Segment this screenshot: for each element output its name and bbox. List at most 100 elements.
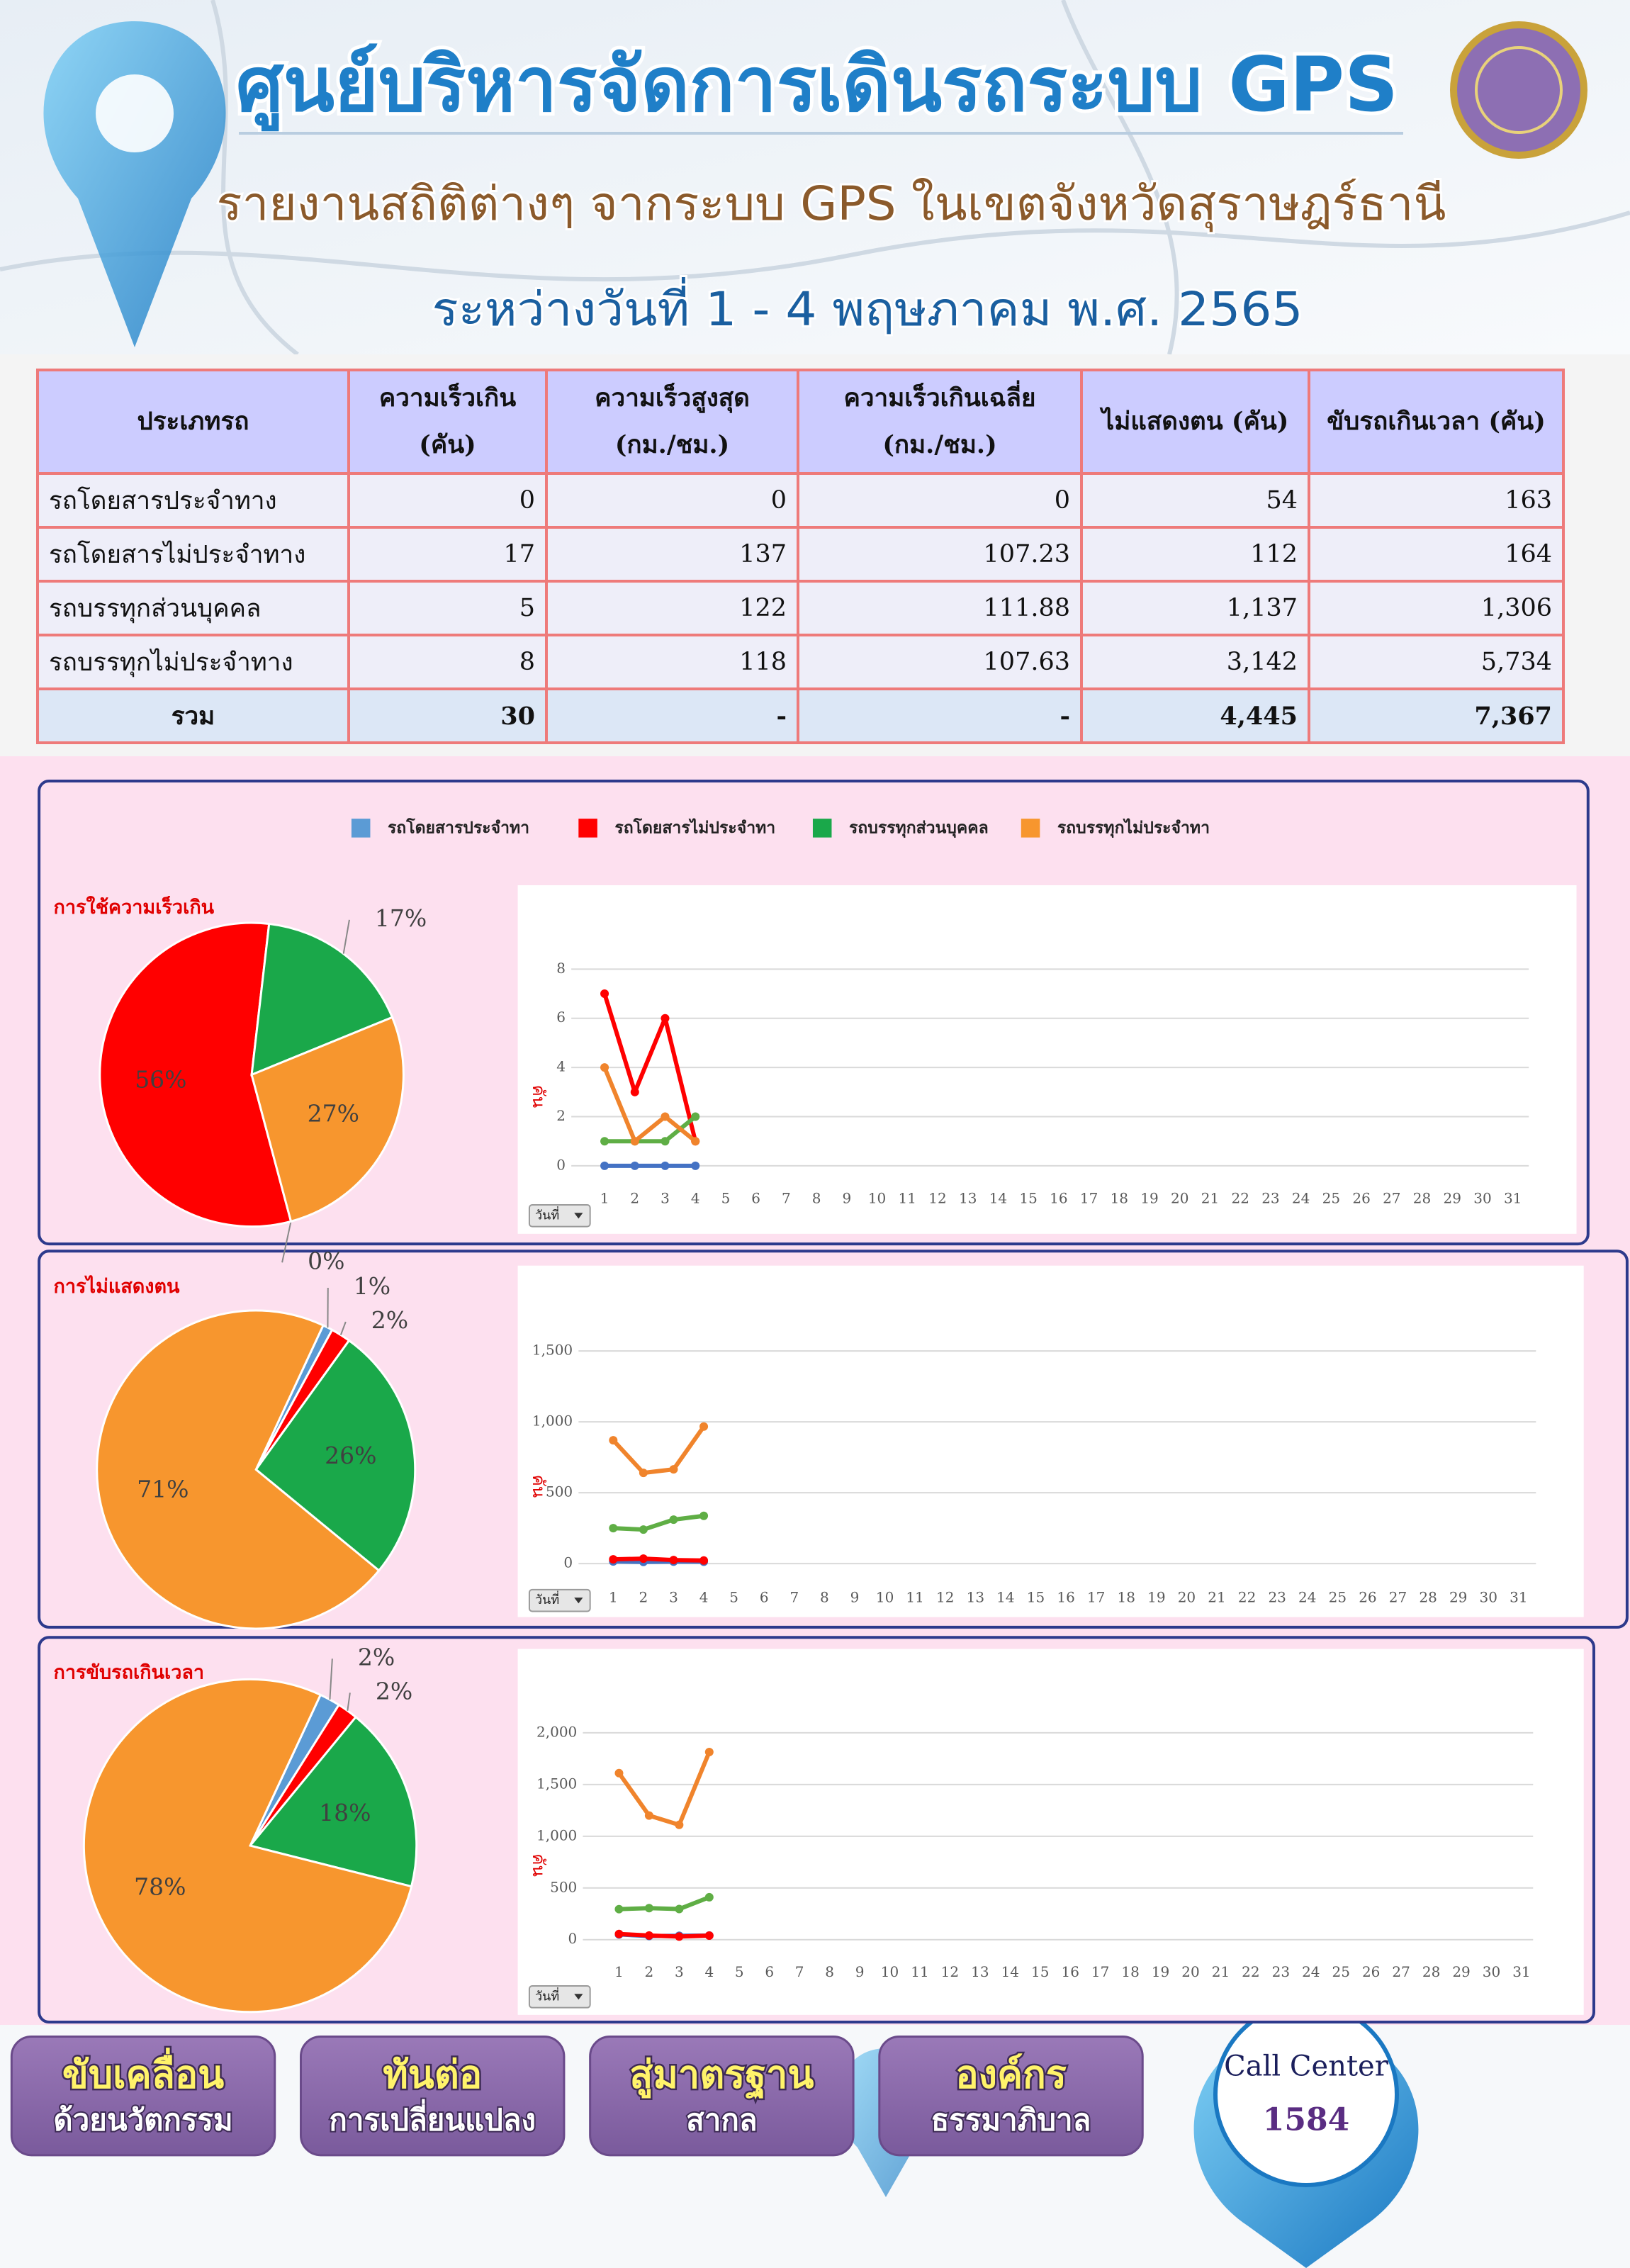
column-header: ประเภทรถ <box>36 369 350 475</box>
series-point <box>691 1161 700 1170</box>
x-tick-label: 2 <box>639 1589 648 1606</box>
total-label: รวม <box>36 687 350 744</box>
x-tick-label: 14 <box>989 1189 1007 1206</box>
badge-line-2: ธรรมาภิบาล <box>931 2102 1091 2137</box>
total-cell: 7,367 <box>1308 687 1565 744</box>
legend-label: รถบรรทุกส่วนบุคคล <box>849 818 989 838</box>
x-tick-label: 10 <box>876 1589 894 1606</box>
x-filter-button[interactable]: วันที่ <box>528 1204 591 1228</box>
y-tick-label: 2,000 <box>536 1723 577 1740</box>
table-cell: 0 <box>797 472 1083 529</box>
legend-label: รถบรรทุกไม่ประจำทา <box>1057 817 1210 838</box>
x-tick-label: 31 <box>1510 1589 1527 1606</box>
table-cell: 137 <box>545 526 799 583</box>
x-tick-label: 20 <box>1181 1963 1199 1980</box>
total-cell: 30 <box>347 687 548 744</box>
badge-line-1: องค์กร <box>955 2052 1067 2096</box>
row-label: รถโดยสารประจำทาง <box>36 472 350 529</box>
x-tick-label: 26 <box>1359 1589 1376 1606</box>
call-center-number: 1584 <box>1263 2101 1349 2138</box>
series-point <box>699 1422 709 1431</box>
table-cell: 118 <box>545 634 799 690</box>
x-tick-label: 26 <box>1362 1963 1380 1980</box>
series-point <box>669 1556 678 1565</box>
x-tick-label: 20 <box>1178 1589 1196 1606</box>
series-point <box>669 1465 678 1474</box>
x-tick-label: 9 <box>855 1963 865 1980</box>
pie-title: การใช้ความเร็วเกิน <box>54 894 215 919</box>
x-filter-button[interactable]: วันที่ <box>528 1985 591 2009</box>
series-point <box>691 1137 700 1146</box>
row-label: รถบรรทุกส่วนบุคคล <box>36 580 350 636</box>
x-tick-label: 7 <box>789 1589 799 1606</box>
x-tick-label: 2 <box>645 1963 654 1980</box>
series-point <box>630 1137 639 1146</box>
table-cell: 0 <box>347 472 548 529</box>
series-line <box>612 1425 706 1476</box>
badge-line-1: สู่มาตรฐาน <box>629 2052 814 2099</box>
table-cell: 5 <box>347 580 548 636</box>
pie-slice <box>96 1309 381 1630</box>
x-tick-label: 29 <box>1444 1189 1461 1206</box>
table-cell: 1,306 <box>1308 580 1565 636</box>
x-filter-button[interactable]: วันที่ <box>528 1588 591 1612</box>
y-axis-label: คัน <box>529 1085 549 1108</box>
x-tick-label: 18 <box>1121 1963 1139 1980</box>
y-axis-label: คัน <box>529 1853 549 1876</box>
pie-leader <box>347 1692 351 1711</box>
button-arrow <box>574 1213 583 1219</box>
column-header-text: ความเร็วสูงสุด <box>595 383 750 412</box>
table-row: รถบรรทุกไม่ประจำทาง 8 118 107.63 3,142 5,734 <box>36 634 1565 690</box>
table-cell: 112 <box>1080 526 1310 583</box>
x-tick-label: 1 <box>600 1189 609 1206</box>
y-tick-label: 0 <box>568 1930 578 1947</box>
pie-leader <box>339 1321 347 1335</box>
pie-slice <box>254 1339 417 1573</box>
button-arrow <box>574 1994 583 2000</box>
column-header-text: (กม./ชม.) <box>882 430 997 459</box>
series-point <box>699 1556 709 1565</box>
column-header-text: (คัน) <box>419 430 476 459</box>
series-point <box>639 1469 648 1478</box>
series-point <box>704 1748 714 1757</box>
badge-line-2: สากล <box>686 2102 757 2137</box>
x-tick-label: 21 <box>1208 1589 1225 1606</box>
x-tick-label: 11 <box>906 1589 923 1606</box>
table-row: รถโดยสารประจำทาง 0 0 0 54 163 <box>36 472 1565 529</box>
x-tick-label: 24 <box>1302 1963 1320 1980</box>
x-tick-label: 9 <box>842 1189 851 1206</box>
column-header: ความเร็วเกินเฉลี่ย (กม./ชม.) <box>797 369 1083 475</box>
x-tick-label: 21 <box>1212 1963 1230 1980</box>
x-tick-label: 27 <box>1389 1589 1407 1606</box>
pie-label: 78% <box>134 1873 186 1900</box>
table-header-row: ประเภทรถ ความเร็วเกิน (คัน) ความเร็วสูงสุด (… <box>36 369 1565 475</box>
column-header: ความเร็วเกิน (คัน) <box>347 369 548 475</box>
legend-swatch <box>812 819 832 838</box>
y-tick-label: 0 <box>563 1554 573 1571</box>
logo-ring <box>1475 46 1563 134</box>
pin-hole <box>96 74 174 152</box>
footer-badge <box>299 2035 566 2157</box>
series-line <box>617 1751 712 1827</box>
x-tick-label: 22 <box>1231 1189 1249 1206</box>
x-tick-label: 5 <box>729 1589 738 1606</box>
x-tick-label: 22 <box>1238 1589 1256 1606</box>
table-cell: 164 <box>1308 526 1565 583</box>
map-lines <box>0 0 1630 357</box>
pie-label: 0% <box>308 1247 344 1274</box>
legend-swatch <box>351 819 371 838</box>
x-tick-label: 3 <box>661 1189 670 1206</box>
x-tick-label: 25 <box>1332 1963 1350 1980</box>
series-point <box>644 1904 653 1913</box>
legend-label: รถโดยสารไม่ประจำทา <box>614 817 775 837</box>
x-tick-label: 12 <box>928 1189 946 1206</box>
pin-decoration <box>43 21 226 347</box>
table-cell: 111.88 <box>797 580 1083 636</box>
pie-leader <box>329 1658 333 1700</box>
series-line <box>619 1931 709 1939</box>
table-cell: 3,142 <box>1080 634 1310 690</box>
table-cell: 1,137 <box>1080 580 1310 636</box>
x-tick-label: 2 <box>630 1189 639 1206</box>
button-box <box>528 1588 591 1612</box>
